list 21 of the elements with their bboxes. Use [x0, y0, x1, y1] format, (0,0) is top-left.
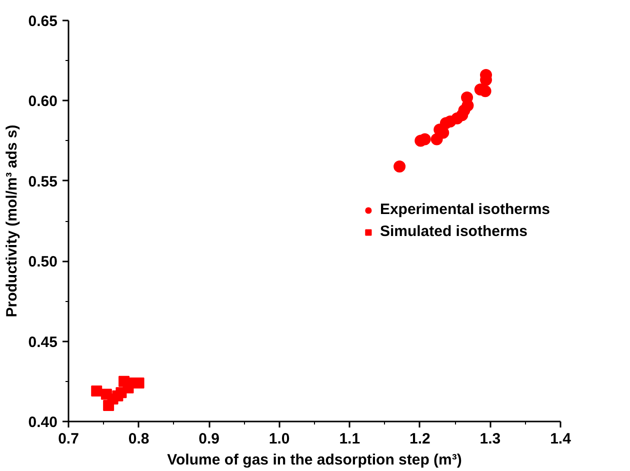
x-tick-label: 1.2: [410, 430, 430, 448]
y-axis-title: Productivity (mol/m³ ads s): [3, 124, 20, 318]
x-tick-label: 1.1: [339, 430, 360, 448]
legend-label: Experimental isotherms: [380, 201, 550, 218]
x-tick-label: 1.4: [550, 430, 572, 448]
legend-label: Simulated isotherms: [380, 223, 528, 240]
x-tick-label: 0.8: [128, 430, 150, 448]
y-tick-label: 0.45: [28, 334, 58, 351]
x-axis-title: Volume of gas in the adsorption step (m³): [167, 452, 462, 468]
y-tick-label: 0.40: [28, 414, 58, 431]
x-tick-label: 0.9: [198, 430, 220, 448]
x-tick-label: 1.3: [480, 430, 501, 448]
y-tick-label: 0.60: [28, 93, 58, 110]
y-tick-label: 0.50: [28, 254, 58, 271]
y-tick-label: 0.65: [28, 13, 58, 30]
x-tick-label: 1.0: [268, 430, 290, 448]
x-tick-label: 0.7: [58, 430, 79, 448]
point: [461, 92, 474, 104]
y-tick-label: 0.55: [28, 173, 58, 190]
point: [91, 386, 102, 397]
point: [394, 160, 406, 172]
